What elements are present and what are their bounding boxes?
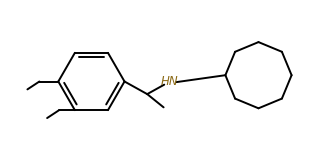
Text: HN: HN <box>161 75 179 88</box>
